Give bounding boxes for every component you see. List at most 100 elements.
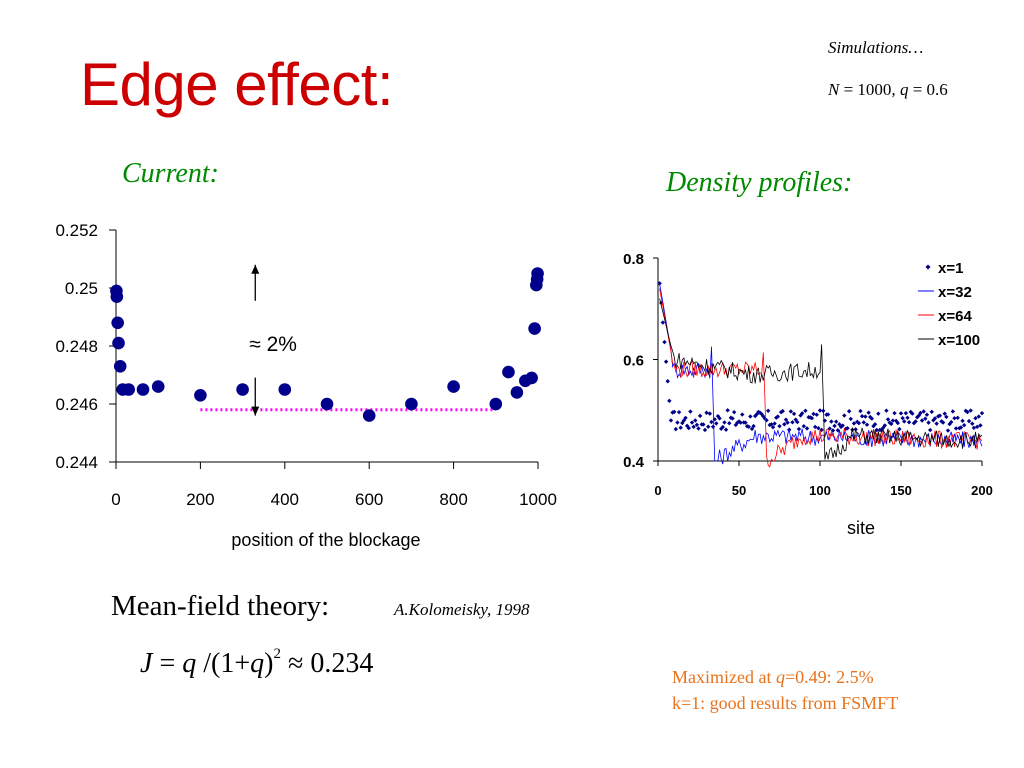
density-marker (709, 419, 714, 425)
x-tick-label: 100 (809, 483, 831, 498)
density-marker (966, 418, 972, 424)
x-tick-label: 50 (732, 483, 746, 498)
density-marker (906, 420, 912, 425)
citation: A.Kolomeisky, 1998 (394, 600, 530, 619)
density-series (657, 281, 985, 468)
density-marker (668, 418, 674, 423)
density-marker (900, 415, 905, 421)
density-marker (803, 408, 808, 413)
density-marker (924, 412, 930, 417)
legend-label: x=32 (938, 284, 972, 301)
density-marker (788, 409, 794, 414)
density-marker (915, 415, 920, 420)
density-marker (697, 413, 703, 419)
x-tick-label: 800 (439, 490, 467, 509)
density-marker (722, 420, 727, 425)
x-tick-label: 400 (271, 490, 299, 509)
percent-annotation: ≈ 2% (249, 333, 297, 356)
density-marker (702, 427, 708, 433)
density-marker (929, 409, 934, 415)
data-point (194, 389, 207, 402)
density-marker (676, 409, 682, 415)
current-chart-axes: 0 200 400 600 800 1000 0.244 0.246 0.248 0.25 0.25… (55, 221, 556, 550)
density-marker (889, 421, 894, 427)
data-point (113, 360, 127, 373)
density-marker (780, 408, 785, 414)
density-marker (974, 424, 980, 430)
density-marker (727, 420, 732, 426)
density-marker (765, 408, 771, 413)
density-marker (961, 422, 967, 428)
density-marker (927, 427, 933, 433)
density-marker (694, 422, 700, 428)
data-point (502, 365, 515, 379)
density-marker (923, 416, 928, 421)
density-marker (660, 320, 666, 325)
density-marker (678, 425, 683, 430)
data-point (111, 316, 124, 330)
y-tick-label: 0.252 (55, 221, 98, 240)
x-axis-label: site (847, 518, 875, 538)
arrow-up-head (251, 264, 260, 274)
density-marker (838, 424, 844, 430)
density-marker (902, 419, 907, 424)
data-point (110, 290, 124, 303)
data-point (236, 383, 249, 396)
density-marker (950, 409, 956, 414)
data-point (405, 397, 418, 411)
legend-label: x=100 (938, 332, 980, 349)
density-marker (801, 423, 806, 429)
x-axis-label: position of the blockage (231, 530, 420, 550)
density-marker (706, 424, 711, 429)
density-marker (777, 423, 782, 429)
y-tick-label: 0.246 (55, 395, 98, 414)
density-marker (667, 398, 672, 404)
current-annotation: ≈ 2% (249, 264, 297, 416)
density-legend: x=1 x=32 x=64 x=100 (918, 260, 980, 349)
y-tick-label: 0.248 (55, 337, 98, 356)
x-tick-label: 0 (111, 490, 120, 509)
density-marker (688, 409, 693, 414)
density-marker (774, 415, 779, 420)
density-marker (976, 414, 981, 419)
page-title: Edge effect: (80, 51, 394, 118)
density-marker (842, 413, 847, 418)
mean-field-formula: J = q /(1+q)2 ≈ 0.234 (140, 645, 374, 679)
density-marker (960, 418, 965, 424)
data-point (278, 383, 292, 396)
density-marker (817, 408, 823, 413)
density-marker (832, 423, 837, 429)
density-marker (725, 408, 730, 413)
data-point (112, 336, 125, 350)
density-marker (884, 408, 889, 413)
density-marker (714, 421, 719, 426)
density-marker (903, 410, 909, 416)
density-marker (756, 409, 761, 415)
legend-marker (925, 264, 931, 270)
density-marker (856, 420, 862, 426)
arrow-down-head (251, 406, 260, 416)
density-marker (866, 410, 871, 415)
current-points (110, 267, 544, 422)
density-marker (710, 424, 716, 429)
data-point (528, 322, 541, 335)
density-marker (971, 425, 977, 431)
current-chart: 0 200 400 600 800 1000 0.244 0.246 0.248 0.25 0.25… (55, 221, 556, 550)
y-tick-label: 0.8 (623, 251, 644, 268)
density-marker (707, 411, 713, 416)
density-marker (811, 411, 816, 417)
x-tick-label: 600 (355, 490, 383, 509)
density-marker (921, 409, 926, 414)
density-marker (905, 415, 910, 421)
data-point (362, 409, 376, 422)
density-marker (701, 422, 706, 427)
density-marker (748, 414, 753, 419)
density-profiles-label: Density profiles: (666, 167, 853, 198)
density-marker (814, 412, 819, 417)
density-marker (890, 418, 896, 423)
density-marker (932, 416, 938, 421)
data-point (531, 267, 544, 280)
density-marker (934, 421, 939, 426)
density-marker (863, 414, 868, 419)
